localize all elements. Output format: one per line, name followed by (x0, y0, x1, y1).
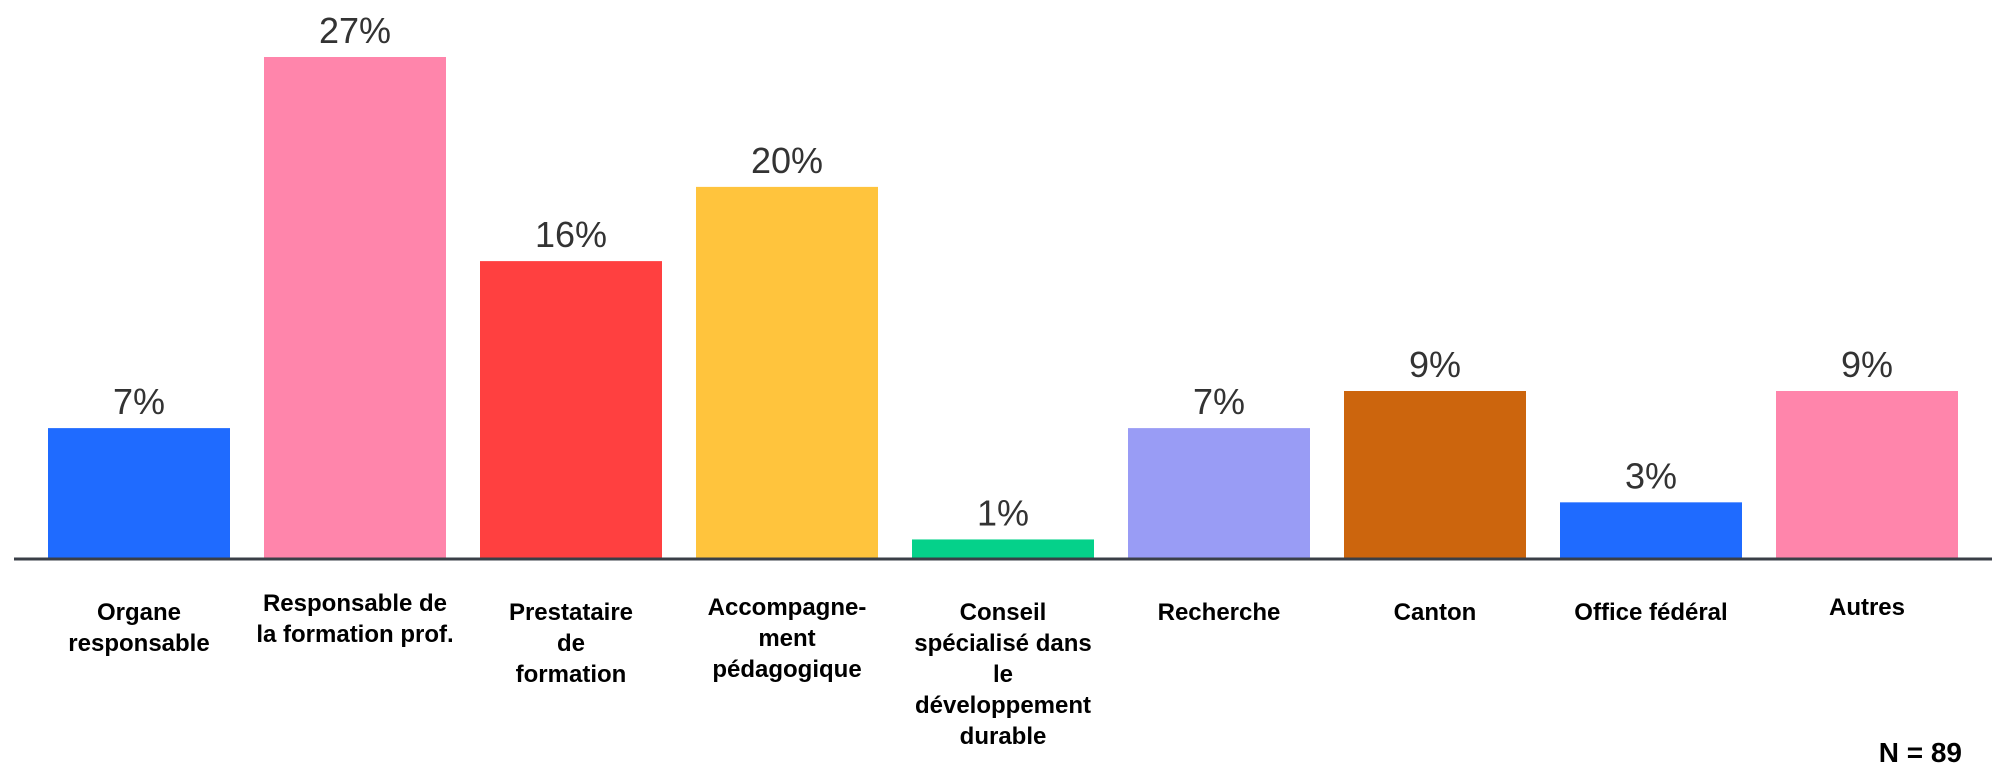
category-label-6: Recherche (1158, 599, 1281, 626)
category-label-line: durable (960, 723, 1047, 750)
value-label-1: 7% (113, 381, 165, 422)
category-label-line: Organe (97, 599, 181, 626)
bar-5 (912, 539, 1094, 558)
value-label-3: 16% (535, 214, 607, 255)
category-label-line: responsable (68, 630, 209, 657)
category-label-2: Responsable de la formation prof. (256, 590, 453, 648)
value-label-6: 7% (1193, 381, 1245, 422)
category-label-4: Accompagne-ment pédagogique (708, 594, 867, 683)
value-label-2: 27% (319, 10, 391, 51)
category-label-3: Prestataire de formation (509, 599, 633, 688)
bar-6 (1128, 428, 1310, 558)
category-label-line: Prestataire (509, 599, 633, 626)
sample-size-label: N = 89 (1879, 737, 1962, 766)
category-label-line: Office fédéral (1574, 599, 1727, 626)
bars-group (48, 57, 1958, 558)
category-label-7: Canton (1394, 599, 1477, 626)
category-label-line: Canton (1394, 599, 1477, 626)
bar-8 (1560, 502, 1742, 558)
value-labels-group: 7% 27% 16% 20% 1% 7% 9% 3% 9% (113, 10, 1893, 533)
value-label-4: 20% (751, 140, 823, 181)
category-label-line: Autres (1829, 594, 1905, 621)
category-label-1: Organe responsable (68, 599, 209, 657)
bar-7 (1344, 391, 1526, 558)
value-label-7: 9% (1409, 344, 1461, 385)
value-label-8: 3% (1625, 455, 1677, 496)
category-label-line: développement (915, 692, 1091, 719)
category-label-line: le (993, 661, 1013, 688)
category-label-line: formation (516, 661, 627, 688)
category-label-9: Autres (1829, 594, 1905, 621)
category-label-line: Conseil (960, 599, 1047, 626)
value-label-5: 1% (977, 492, 1029, 533)
bar-2 (264, 57, 446, 558)
bar-3 (480, 261, 662, 558)
bar-1 (48, 428, 230, 558)
value-label-9: 9% (1841, 344, 1893, 385)
bar-4 (696, 186, 878, 558)
category-label-line: la formation prof. (256, 621, 453, 648)
category-label-line: Accompagne- (708, 594, 867, 621)
category-label-line: Recherche (1158, 599, 1281, 626)
category-label-8: Office fédéral (1574, 599, 1727, 626)
category-label-line: Responsable de (263, 590, 447, 617)
category-labels-group: Organe responsable Responsable de la format… (68, 590, 1905, 750)
category-label-line: spécialisé dans (914, 630, 1091, 657)
bar-9 (1776, 391, 1958, 558)
category-label-line: de (557, 630, 585, 657)
category-label-5: Conseil spécialisé dans le développement dur… (914, 599, 1091, 750)
category-label-line: ment (758, 625, 815, 652)
category-label-line: pédagogique (712, 656, 861, 683)
